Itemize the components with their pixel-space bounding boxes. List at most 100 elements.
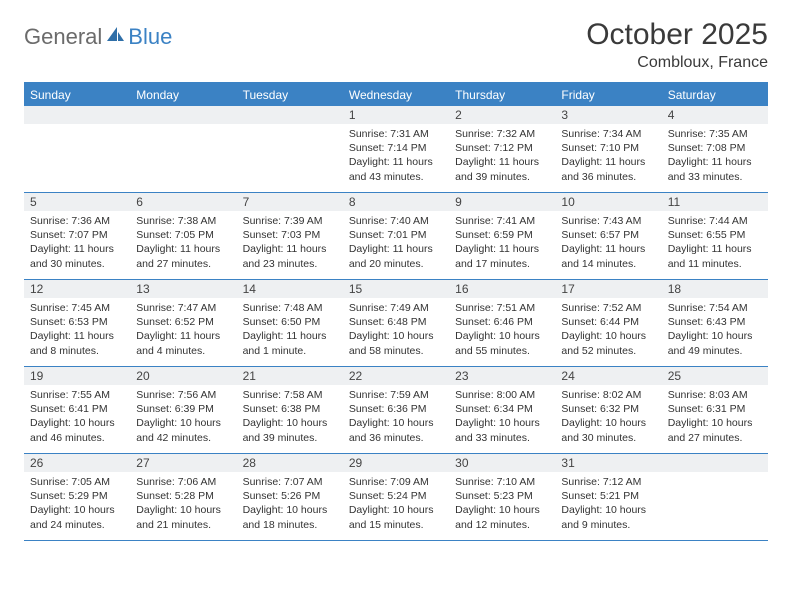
sunset-text: Sunset: 6:31 PM bbox=[668, 402, 762, 416]
day-number: 26 bbox=[24, 454, 130, 472]
sunrise-text: Sunrise: 7:58 AM bbox=[243, 388, 337, 402]
daylight-text: Daylight: 10 hours and 9 minutes. bbox=[561, 503, 655, 531]
day-number: 14 bbox=[237, 280, 343, 298]
day-number: 23 bbox=[449, 367, 555, 385]
day-cell: 25Sunrise: 8:03 AMSunset: 6:31 PMDayligh… bbox=[662, 367, 768, 453]
day-cell: 2Sunrise: 7:32 AMSunset: 7:12 PMDaylight… bbox=[449, 106, 555, 192]
day-cell: 28Sunrise: 7:07 AMSunset: 5:26 PMDayligh… bbox=[237, 454, 343, 540]
sunset-text: Sunset: 7:05 PM bbox=[136, 228, 230, 242]
sunset-text: Sunset: 6:48 PM bbox=[349, 315, 443, 329]
daylight-text: Daylight: 11 hours and 17 minutes. bbox=[455, 242, 549, 270]
day-data: Sunrise: 7:41 AMSunset: 6:59 PMDaylight:… bbox=[449, 211, 555, 275]
day-number: 27 bbox=[130, 454, 236, 472]
sunrise-text: Sunrise: 7:41 AM bbox=[455, 214, 549, 228]
sunset-text: Sunset: 6:55 PM bbox=[668, 228, 762, 242]
day-data: Sunrise: 7:38 AMSunset: 7:05 PMDaylight:… bbox=[130, 211, 236, 275]
sunset-text: Sunset: 5:26 PM bbox=[243, 489, 337, 503]
daylight-text: Daylight: 10 hours and 36 minutes. bbox=[349, 416, 443, 444]
day-cell: 5Sunrise: 7:36 AMSunset: 7:07 PMDaylight… bbox=[24, 193, 130, 279]
day-number: 1 bbox=[343, 106, 449, 124]
daylight-text: Daylight: 10 hours and 42 minutes. bbox=[136, 416, 230, 444]
day-cell bbox=[662, 454, 768, 540]
daylight-text: Daylight: 11 hours and 4 minutes. bbox=[136, 329, 230, 357]
day-number: 28 bbox=[237, 454, 343, 472]
sunset-text: Sunset: 7:03 PM bbox=[243, 228, 337, 242]
day-number bbox=[24, 106, 130, 124]
sunset-text: Sunset: 6:38 PM bbox=[243, 402, 337, 416]
sunset-text: Sunset: 7:14 PM bbox=[349, 141, 443, 155]
day-number: 21 bbox=[237, 367, 343, 385]
sunset-text: Sunset: 7:08 PM bbox=[668, 141, 762, 155]
month-title: October 2025 bbox=[586, 18, 768, 52]
sunset-text: Sunset: 6:36 PM bbox=[349, 402, 443, 416]
day-cell: 29Sunrise: 7:09 AMSunset: 5:24 PMDayligh… bbox=[343, 454, 449, 540]
sunset-text: Sunset: 6:43 PM bbox=[668, 315, 762, 329]
sunset-text: Sunset: 5:23 PM bbox=[455, 489, 549, 503]
sunset-text: Sunset: 6:57 PM bbox=[561, 228, 655, 242]
sunrise-text: Sunrise: 7:44 AM bbox=[668, 214, 762, 228]
sunrise-text: Sunrise: 7:07 AM bbox=[243, 475, 337, 489]
sunrise-text: Sunrise: 7:55 AM bbox=[30, 388, 124, 402]
day-number: 2 bbox=[449, 106, 555, 124]
day-number: 31 bbox=[555, 454, 661, 472]
day-data: Sunrise: 7:59 AMSunset: 6:36 PMDaylight:… bbox=[343, 385, 449, 449]
sunrise-text: Sunrise: 7:38 AM bbox=[136, 214, 230, 228]
daylight-text: Daylight: 10 hours and 24 minutes. bbox=[30, 503, 124, 531]
day-number: 19 bbox=[24, 367, 130, 385]
day-data: Sunrise: 7:07 AMSunset: 5:26 PMDaylight:… bbox=[237, 472, 343, 536]
daylight-text: Daylight: 10 hours and 33 minutes. bbox=[455, 416, 549, 444]
daylight-text: Daylight: 11 hours and 30 minutes. bbox=[30, 242, 124, 270]
daylight-text: Daylight: 10 hours and 55 minutes. bbox=[455, 329, 549, 357]
sunrise-text: Sunrise: 7:05 AM bbox=[30, 475, 124, 489]
sunrise-text: Sunrise: 7:34 AM bbox=[561, 127, 655, 141]
day-number: 18 bbox=[662, 280, 768, 298]
day-data: Sunrise: 7:49 AMSunset: 6:48 PMDaylight:… bbox=[343, 298, 449, 362]
day-data: Sunrise: 7:35 AMSunset: 7:08 PMDaylight:… bbox=[662, 124, 768, 188]
day-data: Sunrise: 7:32 AMSunset: 7:12 PMDaylight:… bbox=[449, 124, 555, 188]
day-number bbox=[237, 106, 343, 124]
daylight-text: Daylight: 10 hours and 21 minutes. bbox=[136, 503, 230, 531]
daylight-text: Daylight: 10 hours and 49 minutes. bbox=[668, 329, 762, 357]
day-data: Sunrise: 7:52 AMSunset: 6:44 PMDaylight:… bbox=[555, 298, 661, 362]
daylight-text: Daylight: 10 hours and 46 minutes. bbox=[30, 416, 124, 444]
day-number: 15 bbox=[343, 280, 449, 298]
day-cell: 20Sunrise: 7:56 AMSunset: 6:39 PMDayligh… bbox=[130, 367, 236, 453]
dow-sunday: Sunday bbox=[24, 84, 130, 106]
sunset-text: Sunset: 7:01 PM bbox=[349, 228, 443, 242]
daylight-text: Daylight: 11 hours and 36 minutes. bbox=[561, 155, 655, 183]
day-cell: 17Sunrise: 7:52 AMSunset: 6:44 PMDayligh… bbox=[555, 280, 661, 366]
day-cell: 10Sunrise: 7:43 AMSunset: 6:57 PMDayligh… bbox=[555, 193, 661, 279]
sunrise-text: Sunrise: 7:40 AM bbox=[349, 214, 443, 228]
day-data: Sunrise: 7:09 AMSunset: 5:24 PMDaylight:… bbox=[343, 472, 449, 536]
sunset-text: Sunset: 7:12 PM bbox=[455, 141, 549, 155]
week-row: 19Sunrise: 7:55 AMSunset: 6:41 PMDayligh… bbox=[24, 367, 768, 454]
daylight-text: Daylight: 10 hours and 30 minutes. bbox=[561, 416, 655, 444]
sunset-text: Sunset: 7:07 PM bbox=[30, 228, 124, 242]
day-cell: 12Sunrise: 7:45 AMSunset: 6:53 PMDayligh… bbox=[24, 280, 130, 366]
sunset-text: Sunset: 7:10 PM bbox=[561, 141, 655, 155]
day-data: Sunrise: 7:34 AMSunset: 7:10 PMDaylight:… bbox=[555, 124, 661, 188]
calendar: Sunday Monday Tuesday Wednesday Thursday… bbox=[24, 82, 768, 541]
day-data: Sunrise: 7:48 AMSunset: 6:50 PMDaylight:… bbox=[237, 298, 343, 362]
sunset-text: Sunset: 6:46 PM bbox=[455, 315, 549, 329]
sunrise-text: Sunrise: 7:49 AM bbox=[349, 301, 443, 315]
daylight-text: Daylight: 10 hours and 18 minutes. bbox=[243, 503, 337, 531]
day-cell: 27Sunrise: 7:06 AMSunset: 5:28 PMDayligh… bbox=[130, 454, 236, 540]
day-number: 22 bbox=[343, 367, 449, 385]
day-number: 7 bbox=[237, 193, 343, 211]
day-cell: 18Sunrise: 7:54 AMSunset: 6:43 PMDayligh… bbox=[662, 280, 768, 366]
day-data: Sunrise: 7:36 AMSunset: 7:07 PMDaylight:… bbox=[24, 211, 130, 275]
dow-wednesday: Wednesday bbox=[343, 84, 449, 106]
dow-monday: Monday bbox=[130, 84, 236, 106]
logo-general-text: General bbox=[24, 24, 102, 50]
day-data: Sunrise: 7:05 AMSunset: 5:29 PMDaylight:… bbox=[24, 472, 130, 536]
week-row: 12Sunrise: 7:45 AMSunset: 6:53 PMDayligh… bbox=[24, 280, 768, 367]
sunset-text: Sunset: 5:21 PM bbox=[561, 489, 655, 503]
day-cell: 15Sunrise: 7:49 AMSunset: 6:48 PMDayligh… bbox=[343, 280, 449, 366]
day-cell: 14Sunrise: 7:48 AMSunset: 6:50 PMDayligh… bbox=[237, 280, 343, 366]
day-data: Sunrise: 8:03 AMSunset: 6:31 PMDaylight:… bbox=[662, 385, 768, 449]
daylight-text: Daylight: 10 hours and 27 minutes. bbox=[668, 416, 762, 444]
day-cell: 6Sunrise: 7:38 AMSunset: 7:05 PMDaylight… bbox=[130, 193, 236, 279]
day-data: Sunrise: 7:40 AMSunset: 7:01 PMDaylight:… bbox=[343, 211, 449, 275]
week-row: 26Sunrise: 7:05 AMSunset: 5:29 PMDayligh… bbox=[24, 454, 768, 541]
